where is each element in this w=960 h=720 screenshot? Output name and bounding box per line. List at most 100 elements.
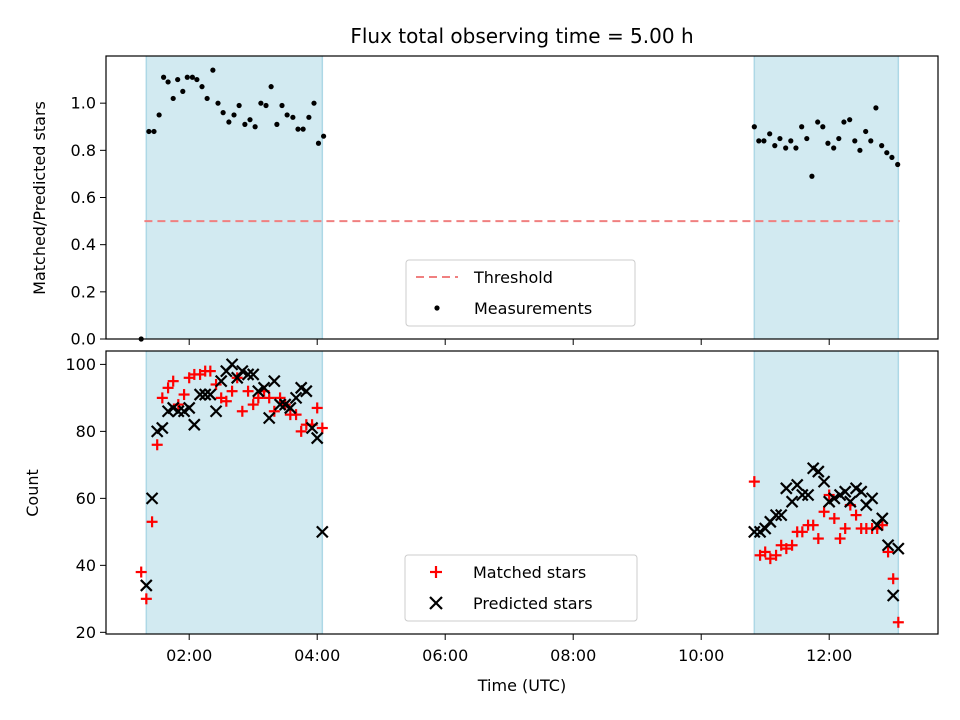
x-tick-label: 04:00 [294,646,340,665]
matched-star-points [135,365,904,628]
predicted-point [140,579,153,592]
matched-point [807,519,819,531]
shaded-interval [146,56,323,339]
predicted-point-b [204,388,217,401]
predicted-point-b [748,525,761,539]
measurement-point [793,145,799,151]
bottom-plot-frame [105,350,939,635]
measurement-point [247,117,253,123]
predicted-point [188,418,201,431]
measurement-point [895,161,901,168]
matched-point [823,489,835,501]
matched-point [226,385,238,397]
predicted-point [876,512,889,525]
predicted-point [145,492,159,505]
matched-point [178,389,190,401]
measurement-point [306,114,312,120]
measurement-point [210,67,216,73]
top-shaded-regions [145,56,900,339]
y-tick-label: 80 [76,422,96,441]
legend-matched-label: Matched stars [473,563,586,582]
predicted-point [172,405,185,418]
predicted-point [214,374,228,388]
top-legend: Threshold Measurements [405,259,636,327]
predicted-point [790,478,804,492]
y-tick-label: 1.0 [71,94,96,113]
measurement-point [873,105,879,111]
measurement-point [290,114,296,120]
matched-point [151,439,163,451]
matched-point [295,425,307,437]
predicted-point [305,421,319,435]
measurement-point [268,84,274,90]
measurement-point [204,95,210,102]
measurement-point [184,74,190,80]
measurement-point [857,147,863,153]
legend-predicted-label: Predicted stars [473,594,593,613]
matched-point [290,409,302,421]
predicted-point-b [182,401,196,415]
predicted-point-b [817,475,831,488]
measurement-point [295,126,301,132]
predicted-point-b [198,388,212,401]
predicted-point [785,495,799,508]
predicted-point [257,381,271,395]
matched-point [764,553,776,565]
measurement-point [242,121,248,127]
measurement-point [788,138,794,144]
measurement-point [165,79,171,85]
predicted-point [748,525,761,539]
measurement-point [151,128,157,135]
predicted-point-b [316,525,329,539]
measurement-point [161,74,167,80]
predicted-point-b [300,384,313,398]
y-tick-label: 0.0 [71,330,96,349]
matched-point [140,593,152,605]
matched-point [263,392,275,404]
matched-point [892,616,904,628]
predicted-point-b [812,465,825,478]
predicted-point-b [828,492,841,505]
predicted-point [886,589,900,602]
predicted-point-b [278,398,292,411]
matched-point [796,526,808,538]
predicted-point-b [166,401,180,415]
predicted-point-b [257,381,271,395]
matched-point [220,395,232,407]
measurement-point [831,145,837,151]
predicted-point-b [801,488,815,502]
predicted-point [252,384,265,398]
predicted-point [182,401,196,415]
x-tick-label: 10:00 [678,646,724,665]
predicted-point [780,482,793,495]
x-tick-label: 02:00 [166,646,212,665]
measurement-point [799,124,805,130]
top-panel: 0.0 0.2 0.4 0.6 0.8 1.0 Matched/Predicted sta… [30,55,939,349]
shaded-interval [146,351,323,634]
predicted-point [262,411,276,425]
predicted-point [801,488,815,502]
predicted-point-b [310,431,324,445]
legend-matched-marker [430,566,442,578]
matched-point [167,375,179,387]
measurement-point [226,119,232,125]
predicted-point-b [284,401,297,415]
measurement-point [311,100,317,106]
measurement-point [761,138,767,144]
matched-point [812,533,824,545]
matched-point [818,506,830,518]
legend-measurements-marker [434,305,440,311]
y-tick-label: 0.2 [71,282,96,301]
matched-point [850,509,862,521]
matched-point [236,405,248,417]
predicted-point [193,388,207,401]
matched-point [780,543,792,555]
legend-measurements-label: Measurements [474,299,592,318]
predicted-point [230,371,244,385]
predicted-point-b [881,538,895,552]
predicted-point [854,485,868,498]
matched-point [162,382,174,394]
predicted-point [838,485,852,498]
measurement-point [170,95,176,102]
top-y-axis-label: Matched/Predicted stars [30,101,49,295]
